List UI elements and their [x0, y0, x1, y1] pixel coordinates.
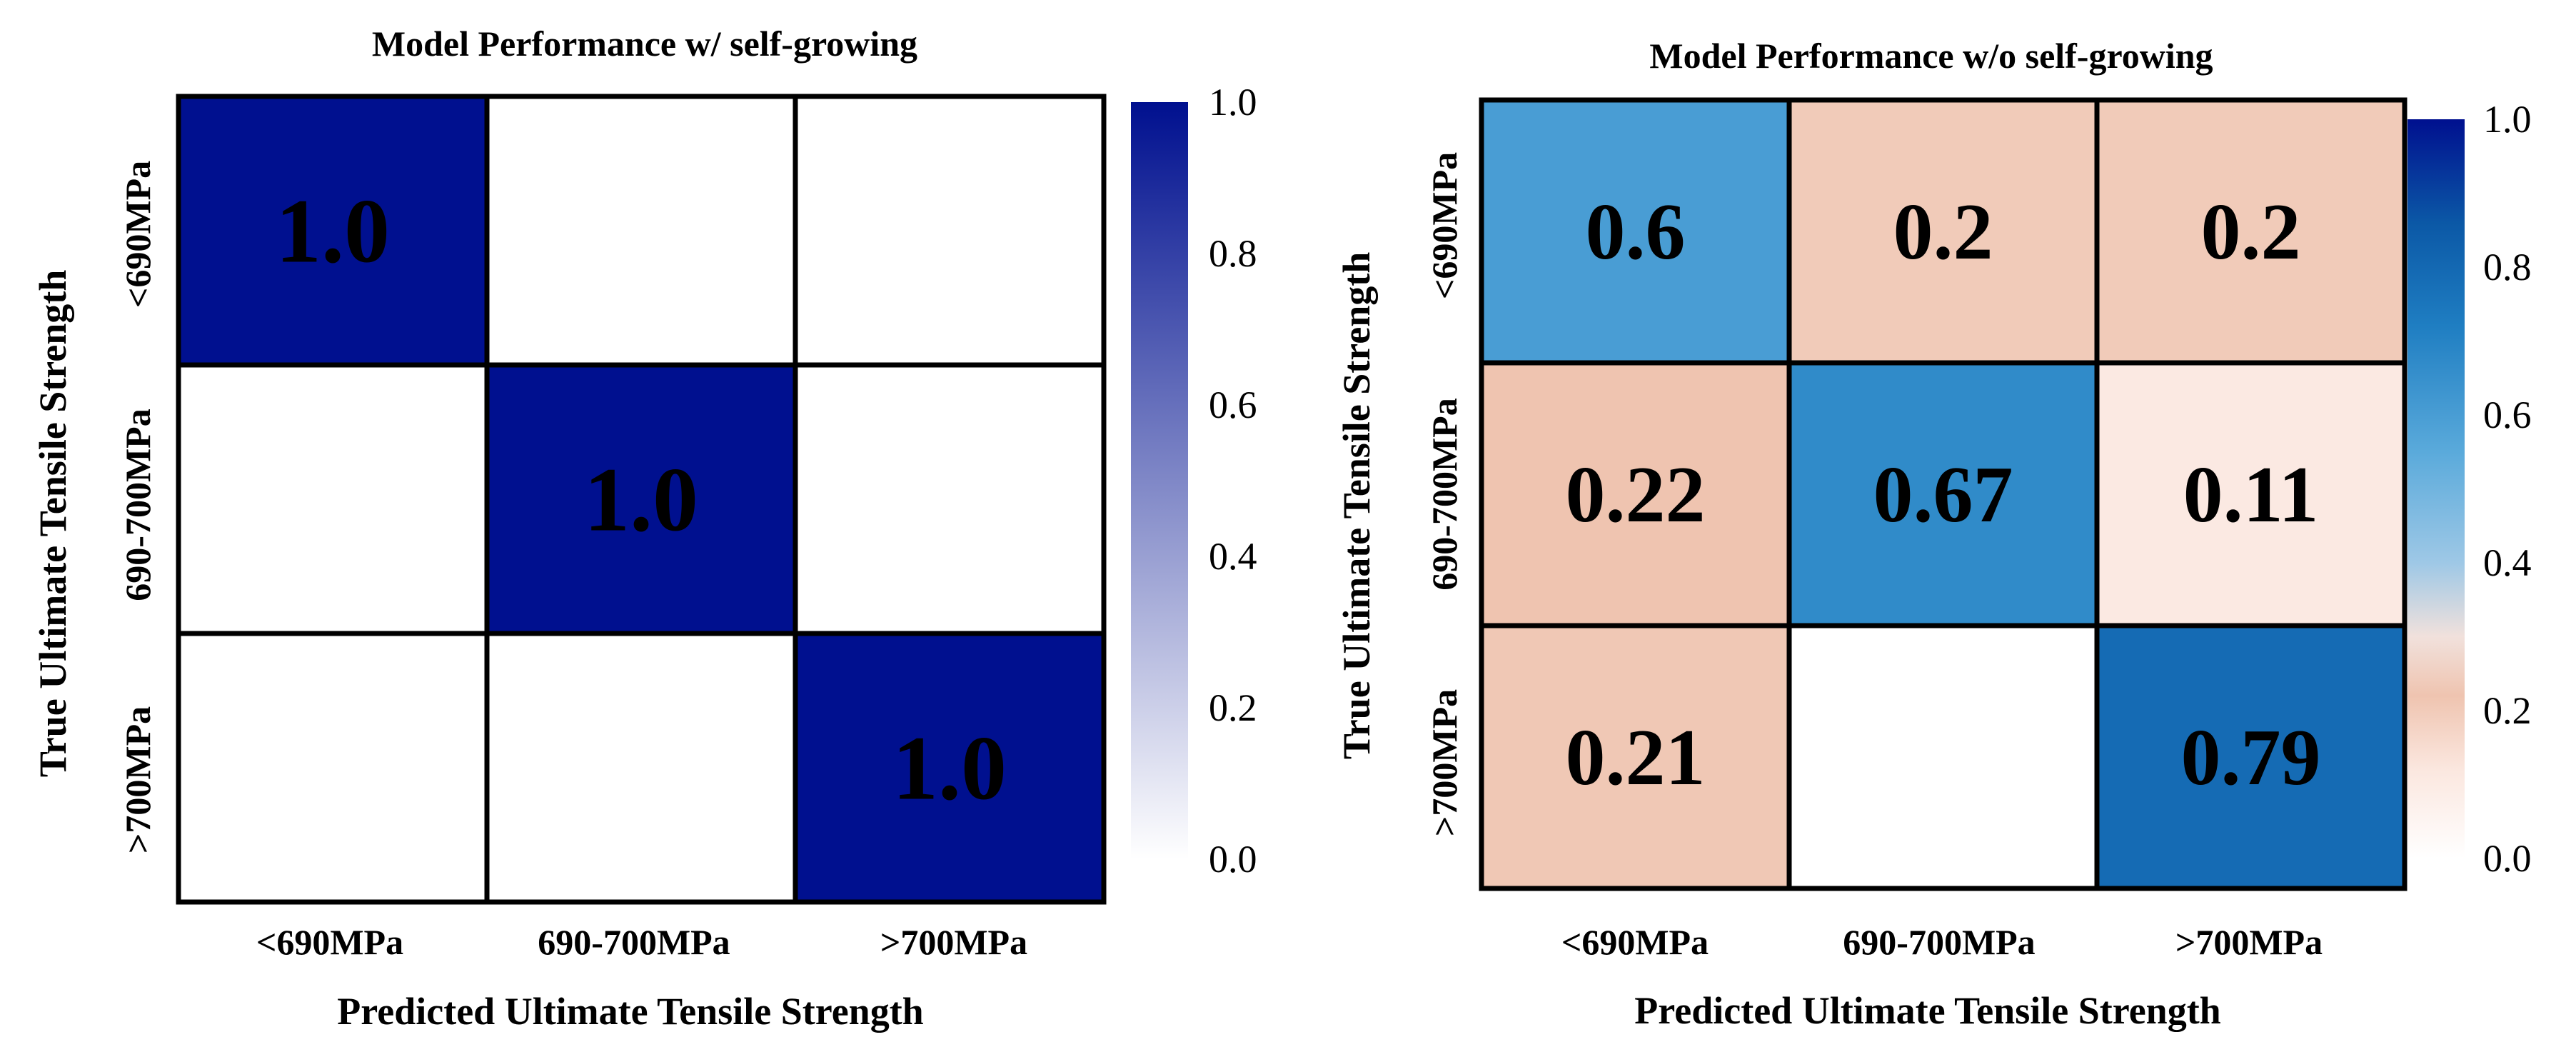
heatmap-cell — [793, 94, 1107, 368]
heatmap-cell — [484, 362, 798, 636]
heatmap-cell — [1479, 623, 1792, 891]
cell-value-label: 1.0 — [276, 181, 390, 282]
y-tick-label: >700MPa — [118, 706, 158, 853]
x-tick-label: <690MPa — [256, 922, 403, 962]
heatmap-cells: 0.6 0.2 0.2 0.22 0.67 0.11 0.21 0.79 — [1479, 97, 2408, 891]
chart-title: Model Performance w/ self-growing — [372, 24, 917, 64]
cell-value-label: 0.67 — [1873, 451, 2013, 539]
y-axis-label: True Ultimate Tensile Strength — [31, 270, 74, 778]
colorbar: 0.0 0.2 0.4 0.6 0.8 1.0 — [1131, 81, 1257, 881]
colorbar-tick-label: 1.0 — [1209, 81, 1257, 124]
heatmap-cell — [484, 94, 798, 368]
heatmap-cell — [176, 94, 490, 368]
heatmap-cell — [176, 362, 490, 636]
y-tick-label: 690-700MPa — [118, 409, 158, 601]
colorbar-gradient — [1131, 102, 1188, 859]
colorbar-tick-label: 0.6 — [2483, 394, 2532, 436]
colorbar-tick-label: 0.2 — [1209, 686, 1257, 729]
heatmap-cell — [1786, 623, 2100, 891]
cell-value-label: 0.21 — [1566, 713, 1706, 802]
colorbar-tick-label: 0.8 — [2483, 246, 2532, 289]
cell-value-label: 1.0 — [892, 718, 1007, 819]
y-tick-label: <690MPa — [118, 161, 158, 308]
x-tick-label: 690-700MPa — [1843, 922, 2035, 962]
heatmap-cell — [484, 631, 798, 905]
x-tick-label: 690-700MPa — [538, 922, 730, 962]
heatmap-cell — [793, 631, 1107, 905]
cell-value-label: 0.6 — [1586, 188, 1686, 276]
y-tick-label: <690MPa — [1424, 152, 1464, 299]
colorbar-tick-label: 1.0 — [2483, 98, 2532, 141]
y-tick-label: 690-700MPa — [1424, 398, 1464, 590]
cell-value-label: 0.2 — [2201, 188, 2301, 276]
colorbar-tick-label: 0.8 — [1209, 232, 1257, 275]
x-axis-label: Predicted Ultimate Tensile Strength — [337, 990, 923, 1033]
heatmap-cell — [2094, 97, 2408, 366]
colorbar-tick-label: 0.0 — [2483, 837, 2532, 880]
colorbar-tick-label: 0.6 — [1209, 384, 1257, 426]
y-tick-label: >700MPa — [1424, 689, 1464, 836]
x-tick-label: <690MPa — [1561, 922, 1709, 962]
cell-value-label: 0.22 — [1566, 451, 1706, 539]
x-tick-label: >700MPa — [880, 922, 1027, 962]
colorbar: 0.0 0.2 0.4 0.6 0.8 1.0 — [2408, 98, 2532, 880]
heatmap-cells: 1.0 1.0 1.0 — [176, 94, 1107, 905]
y-axis-label: True Ultimate Tensile Strength — [1335, 252, 1378, 760]
heatmap-cell — [793, 362, 1107, 636]
cell-value-label: 0.2 — [1893, 188, 1993, 276]
cell-value-label: 0.11 — [2183, 451, 2319, 539]
cell-value-label: 1.0 — [584, 449, 698, 551]
x-tick-label: >700MPa — [2175, 922, 2323, 962]
heatmap-panel-without-self-growing: Model Performance w/o self-growing 0.6 0.… — [1335, 36, 2532, 1032]
cell-value-label: 0.79 — [2181, 713, 2321, 802]
heatmap-cell — [1786, 360, 2100, 628]
colorbar-tick-label: 0.4 — [2483, 541, 2532, 584]
x-axis-label: Predicted Ultimate Tensile Strength — [1634, 989, 2220, 1032]
chart-title: Model Performance w/o self-growing — [1649, 36, 2213, 76]
colorbar-tick-label: 0.0 — [1209, 838, 1257, 881]
colorbar-gradient — [2408, 119, 2465, 858]
heatmap-cell — [2094, 623, 2408, 891]
heatmap-cell — [176, 631, 490, 905]
colorbar-tick-label: 0.4 — [1209, 535, 1257, 578]
heatmap-panel-with-self-growing: Model Performance w/ self-growing 1.01.0… — [31, 24, 1257, 1033]
colorbar-tick-label: 0.2 — [2483, 689, 2532, 732]
